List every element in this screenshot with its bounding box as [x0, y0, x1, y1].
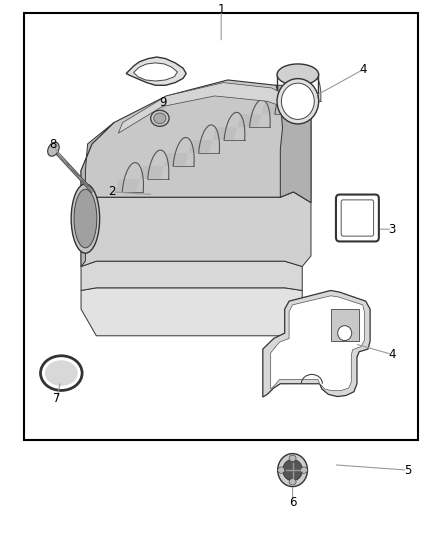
Bar [24, 13, 418, 440]
Ellipse shape [74, 189, 97, 248]
Text: 4: 4 [388, 348, 396, 361]
Text: 3: 3 [389, 223, 396, 236]
Text: 5: 5 [404, 464, 411, 477]
Text: 2: 2 [108, 185, 116, 198]
Ellipse shape [71, 184, 99, 253]
Polygon shape [118, 83, 298, 133]
Ellipse shape [278, 467, 285, 473]
Polygon shape [276, 85, 311, 203]
Polygon shape [81, 192, 311, 266]
Ellipse shape [300, 467, 307, 473]
Polygon shape [237, 114, 261, 127]
Ellipse shape [283, 459, 303, 481]
Ellipse shape [289, 455, 296, 462]
Ellipse shape [45, 360, 78, 386]
Polygon shape [164, 153, 188, 166]
Polygon shape [81, 261, 302, 290]
Polygon shape [134, 63, 177, 81]
Ellipse shape [277, 78, 319, 124]
Bar [331, 309, 359, 341]
Polygon shape [115, 179, 140, 192]
Text: 1: 1 [217, 3, 225, 16]
Ellipse shape [338, 326, 352, 341]
Polygon shape [140, 166, 164, 179]
Ellipse shape [281, 83, 314, 119]
Ellipse shape [151, 110, 169, 126]
Polygon shape [263, 290, 370, 397]
Polygon shape [261, 101, 286, 114]
Ellipse shape [289, 479, 296, 485]
Polygon shape [126, 57, 186, 85]
Polygon shape [81, 288, 302, 336]
Polygon shape [271, 296, 364, 391]
Text: 4: 4 [360, 63, 367, 76]
Ellipse shape [278, 454, 307, 487]
Text: 7: 7 [53, 392, 61, 405]
Text: 8: 8 [49, 139, 56, 151]
Ellipse shape [48, 142, 59, 156]
Polygon shape [188, 140, 213, 153]
Polygon shape [213, 127, 237, 140]
Text: 9: 9 [159, 96, 167, 109]
Ellipse shape [154, 113, 166, 124]
Text: 6: 6 [289, 496, 297, 508]
Ellipse shape [277, 64, 319, 85]
Polygon shape [81, 80, 311, 203]
Polygon shape [81, 123, 114, 266]
